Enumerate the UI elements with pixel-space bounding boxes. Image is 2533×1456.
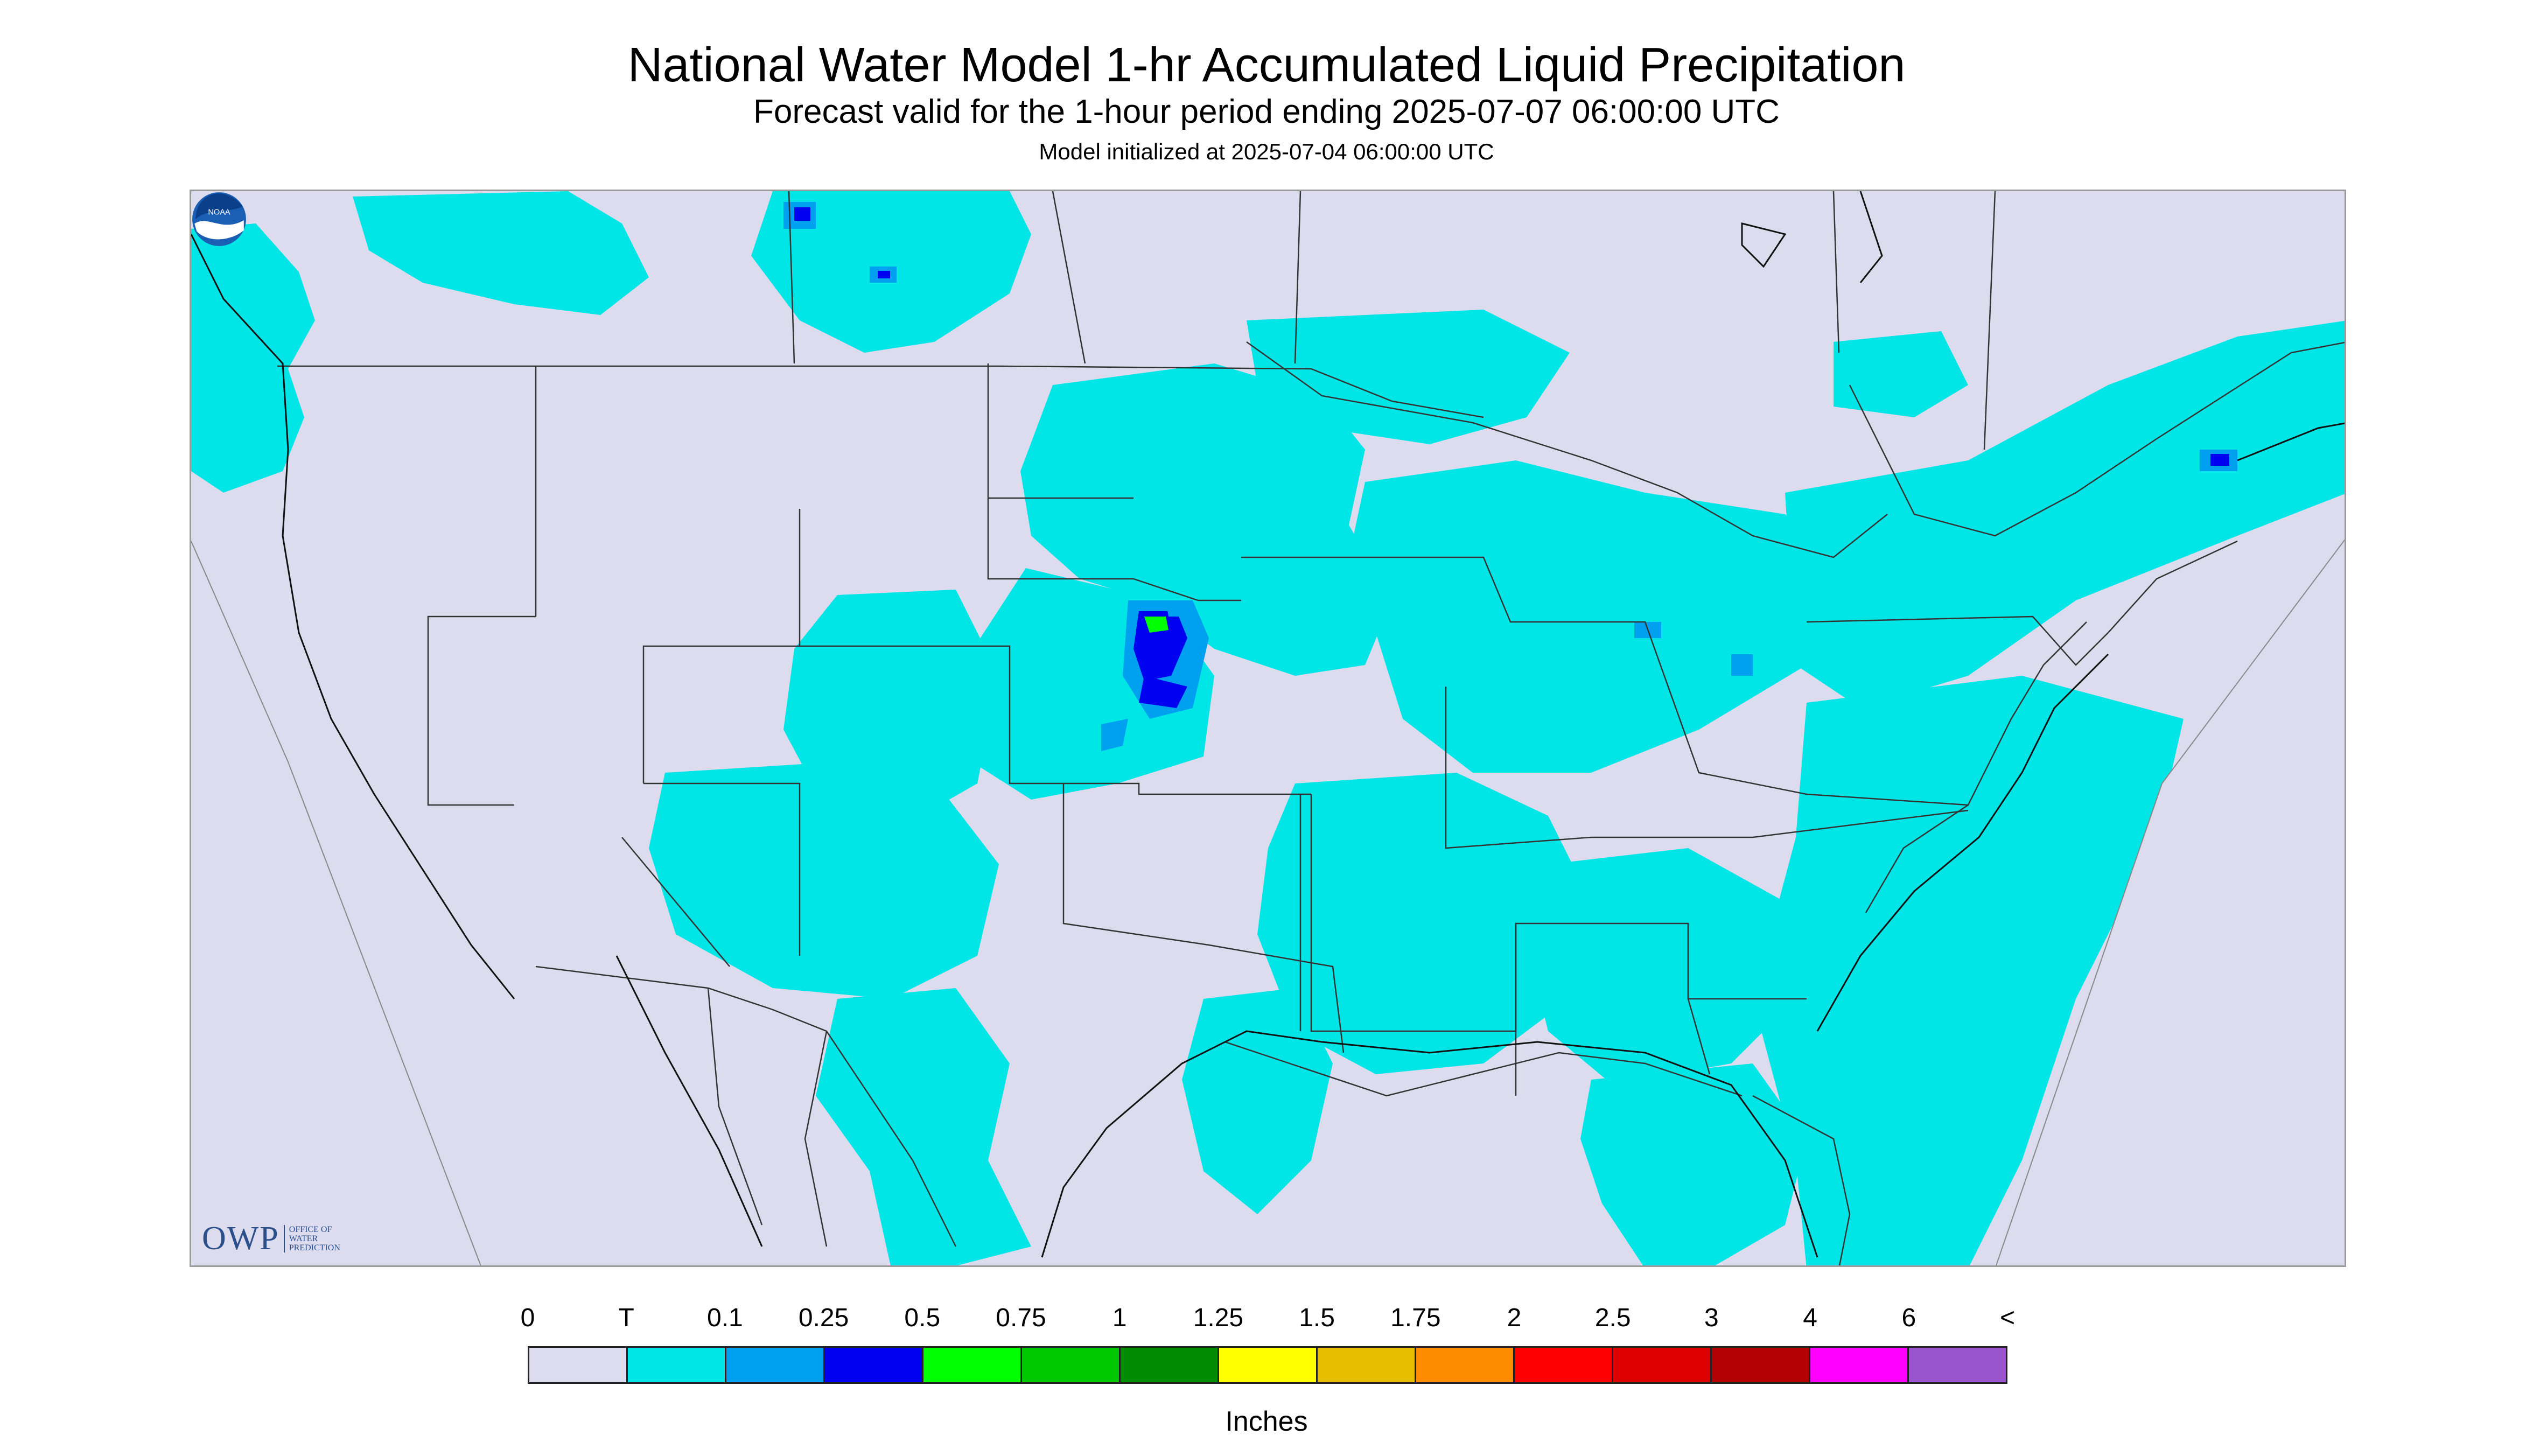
color-legend — [528, 1346, 2007, 1384]
legend-swatch — [1909, 1348, 2006, 1382]
legend-swatch — [1613, 1348, 1712, 1382]
owp-logo: OWP Office of Water Prediction — [202, 1220, 340, 1258]
legend-swatch — [1416, 1348, 1515, 1382]
legend-tick-label: 0.1 — [707, 1304, 743, 1332]
legend-tick-label: T — [618, 1304, 634, 1332]
legend-labels: 0 T 0.1 0.25 0.5 0.75 1 1.25 1.5 1.75 2 2.5 3 4 6 < — [521, 1303, 2015, 1335]
legend-tick-label: 0 — [520, 1304, 535, 1332]
legend-tick-label: 6 — [1901, 1304, 1916, 1332]
legend-tick-label: < — [1999, 1304, 2016, 1332]
legend-swatch — [726, 1348, 825, 1382]
legend-tick-label: 4 — [1803, 1304, 1817, 1332]
map-title: National Water Model 1-hr Accumulated Li… — [627, 38, 1906, 92]
legend-tick-label: 2 — [1507, 1304, 1522, 1332]
out-of-domain-west — [191, 541, 481, 1265]
precipitation-field — [191, 191, 2345, 1265]
legend-swatch — [1121, 1348, 1219, 1382]
legend-tick-label: 0.25 — [798, 1304, 849, 1332]
owp-logo-line: Water — [289, 1234, 318, 1243]
legend-swatch — [1022, 1348, 1121, 1382]
legend-swatch — [1810, 1348, 1909, 1382]
legend-swatch — [1318, 1348, 1416, 1382]
legend-tick-label: 1 — [1112, 1304, 1127, 1332]
legend-swatch — [825, 1348, 923, 1382]
legend-swatch — [923, 1348, 1022, 1382]
legend-swatch — [1712, 1348, 1810, 1382]
legend-tick-label: 0.75 — [996, 1304, 1046, 1332]
boundary-lines — [277, 191, 2345, 1265]
noaa-logo-text: NOAA — [208, 208, 230, 217]
legend-swatch — [529, 1348, 628, 1382]
legend-units: Inches — [1225, 1406, 1308, 1437]
owp-logo-letters: OWP — [202, 1220, 279, 1257]
legend-tick-label: 0.5 — [904, 1304, 941, 1332]
out-of-domain-east — [1996, 540, 2345, 1265]
noaa-logo-icon: NOAA — [192, 192, 246, 246]
legend-swatch — [1515, 1348, 1613, 1382]
legend-tick-label: 3 — [1704, 1304, 1719, 1332]
owp-logo-line: Office of — [289, 1225, 332, 1234]
owp-logo-line: Prediction — [289, 1243, 340, 1252]
legend-tick-label: 1.25 — [1193, 1304, 1244, 1332]
legend-swatch — [628, 1348, 726, 1382]
legend-tick-label: 1.75 — [1390, 1304, 1441, 1332]
legend-tick-label: 1.5 — [1299, 1304, 1335, 1332]
owp-logo-subtitle: Office of Water Prediction — [283, 1225, 340, 1252]
model-init-time: Model initialized at 2025-07-04 06:00:00… — [1039, 139, 1494, 164]
legend-tick-label: 2.5 — [1594, 1304, 1631, 1332]
map-canvas — [191, 191, 2345, 1265]
precipitation-map[interactable]: OWP Office of Water Prediction NOAA — [190, 190, 2346, 1267]
map-subtitle: Forecast valid for the 1-hour period end… — [753, 93, 1780, 130]
coastlines — [191, 191, 2345, 1258]
legend-swatch — [1219, 1348, 1318, 1382]
